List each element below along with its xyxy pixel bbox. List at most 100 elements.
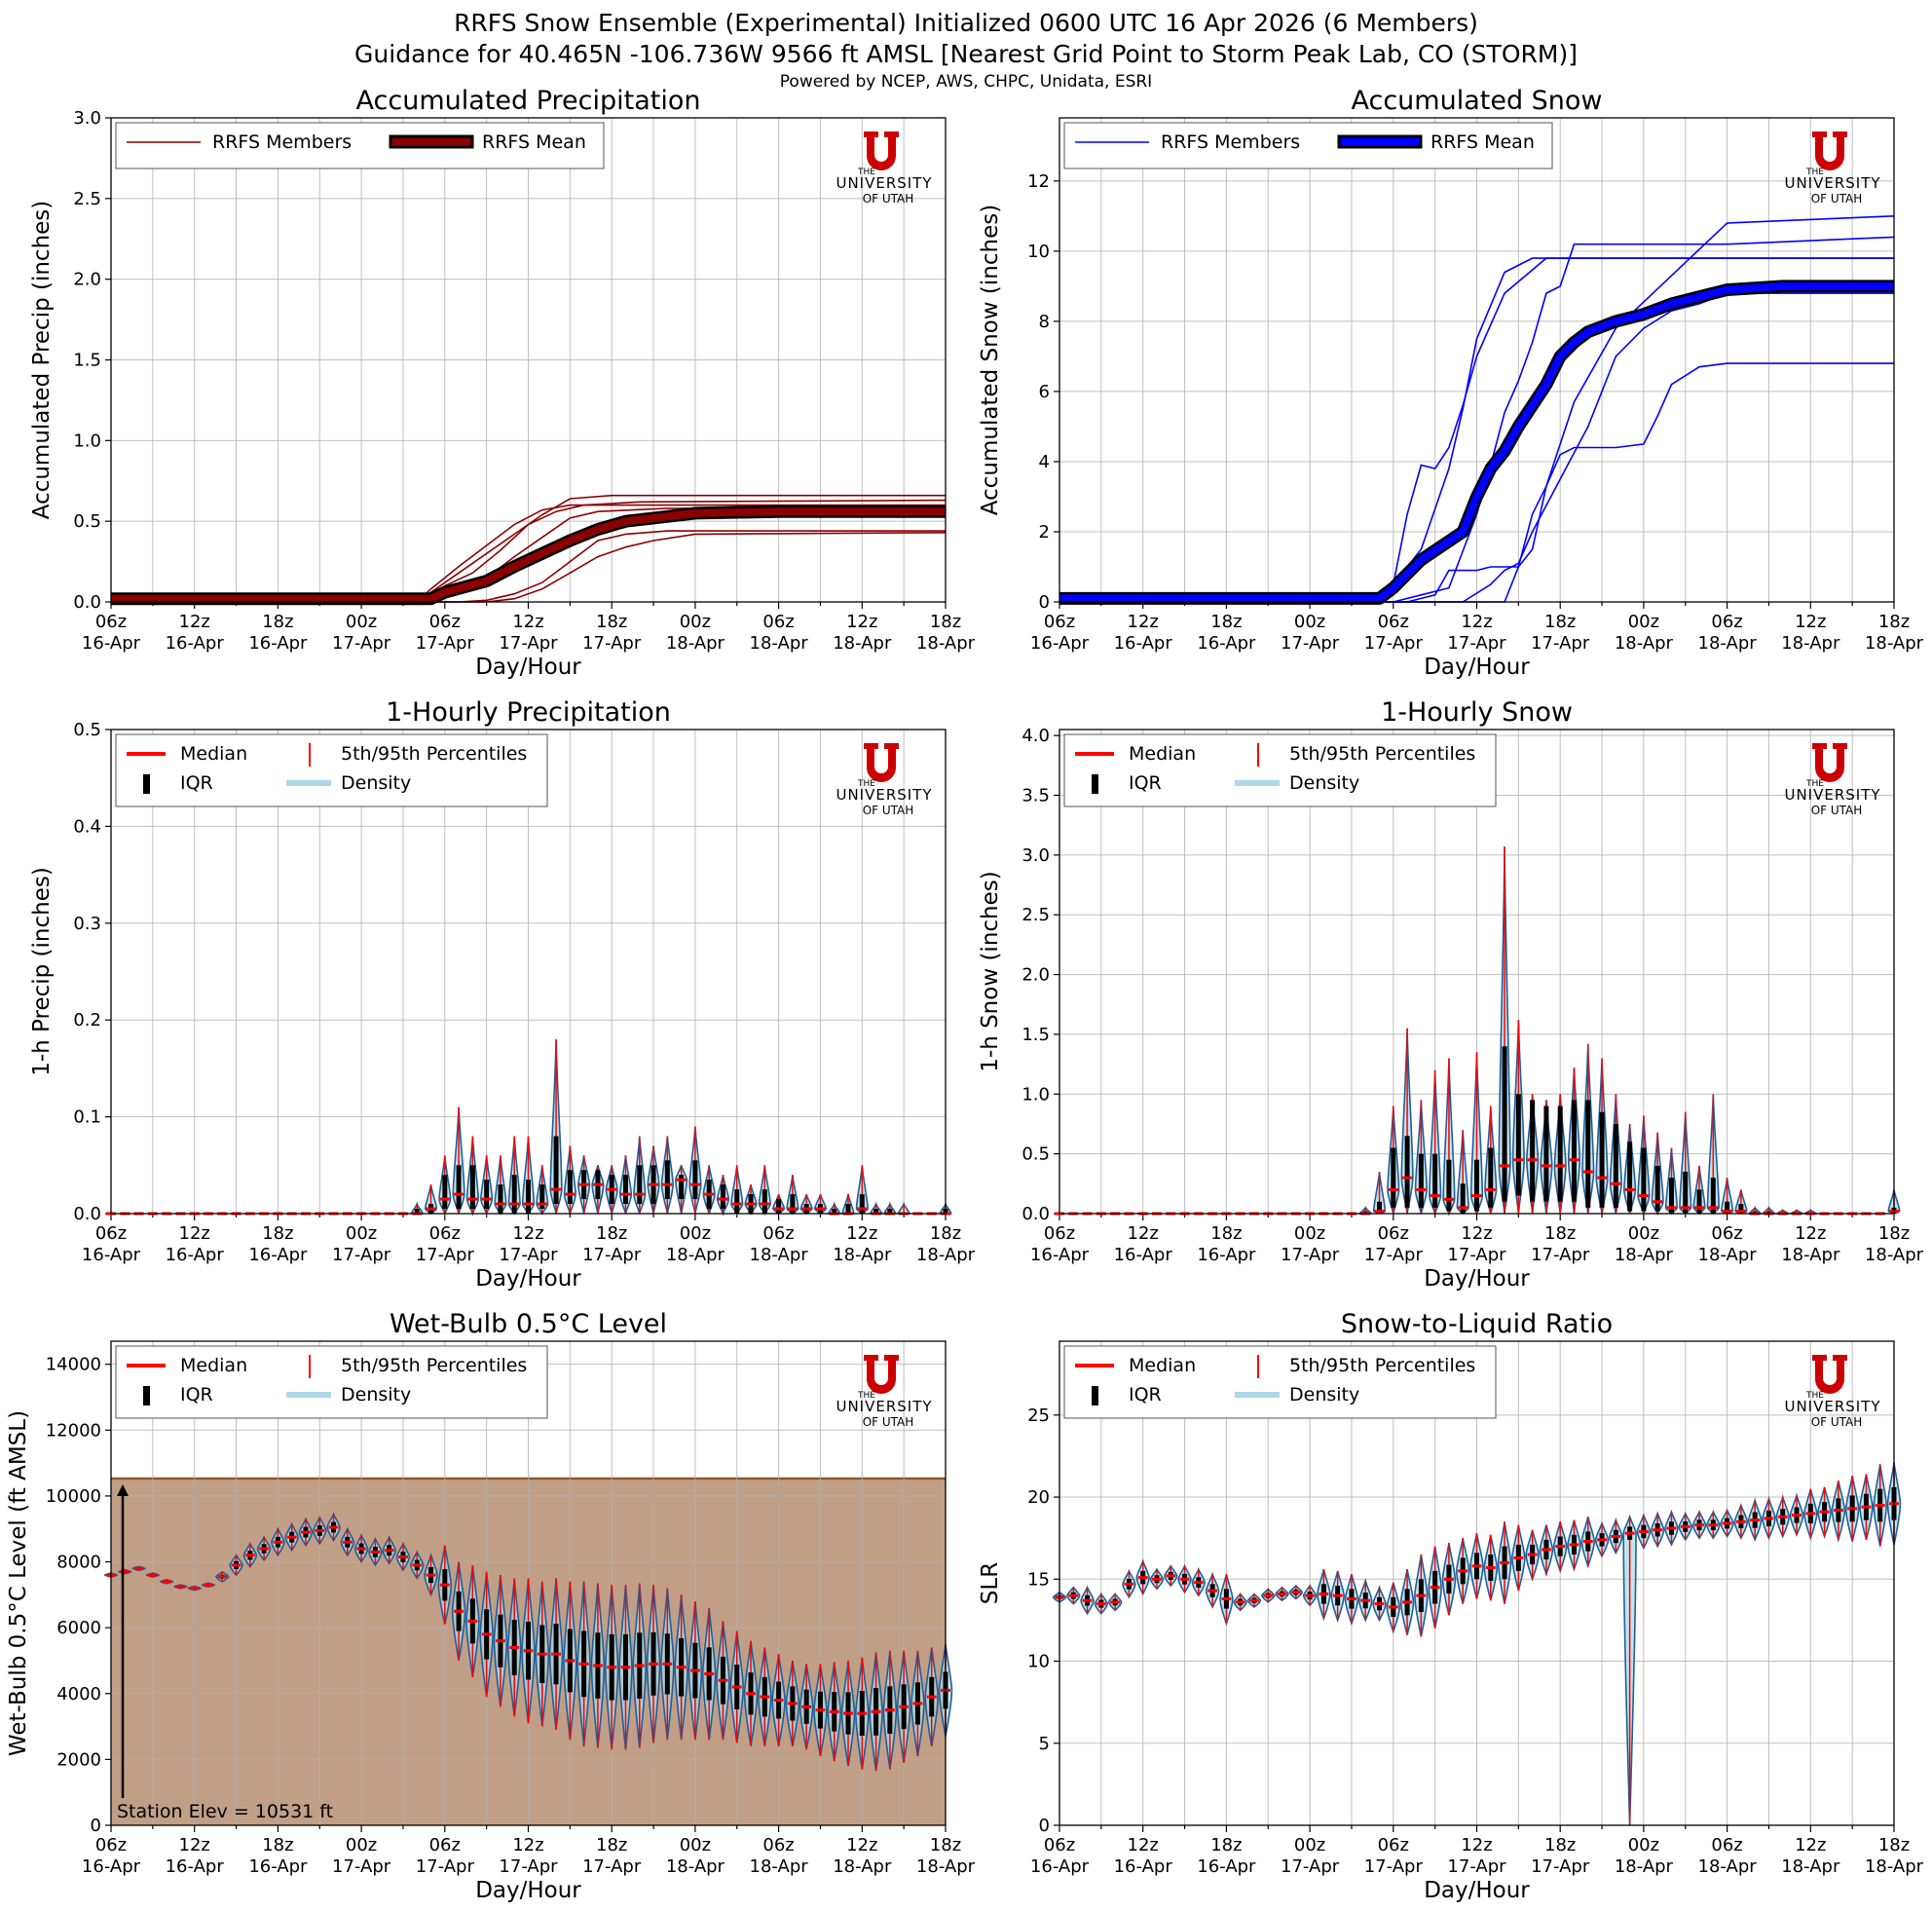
violin — [1107, 1592, 1123, 1612]
x-tick-label-hour: 12z — [1795, 1223, 1826, 1244]
x-tick-label-hour: 12z — [846, 1835, 877, 1855]
member-line — [111, 530, 946, 603]
x-tick-label-date: 18-Apr — [1781, 1856, 1840, 1877]
violin — [1567, 1519, 1581, 1572]
y-tick-label: 2000 — [56, 1749, 101, 1770]
x-tick-label-hour: 18z — [1878, 1835, 1910, 1855]
panel-1-hourly-snow: 0.00.51.01.52.02.53.03.54.006z16-Apr12z1… — [978, 697, 1924, 1292]
arrow-head-icon — [117, 1483, 129, 1496]
figure-title-line1: RRFS Snow Ensemble (Experimental) Initia… — [454, 9, 1478, 37]
logo-the: THE — [1805, 168, 1824, 177]
x-tick-label-date: 17-Apr — [1447, 1245, 1506, 1265]
violin — [1664, 1509, 1679, 1547]
logo-of-utah: OF UTAH — [863, 804, 914, 817]
y-tick-label: 0.5 — [1022, 1144, 1050, 1165]
panel-title: Accumulated Snow — [1351, 86, 1602, 116]
x-tick-label-hour: 06z — [429, 1223, 461, 1244]
x-tick-label-hour: 06z — [1711, 612, 1742, 632]
panel-1-hourly-precipitation: 0.00.10.20.30.40.506z16-Apr12z16-Apr18z1… — [29, 697, 976, 1292]
x-tick-label-date: 18-Apr — [1781, 633, 1840, 654]
x-tick-label-hour: 18z — [596, 612, 627, 632]
violin — [1678, 1511, 1692, 1542]
x-tick-label-date: 18-Apr — [1615, 1856, 1674, 1877]
y-tick-label: 1.0 — [73, 431, 101, 451]
x-tick-label-hour: 18z — [596, 1223, 627, 1244]
x-tick-label-hour: 06z — [1711, 1835, 1742, 1855]
x-tick-label-date: 18-Apr — [1865, 1245, 1924, 1265]
legend-members-label: RRFS Members — [212, 131, 352, 153]
y-axis-label: Accumulated Precip (inches) — [29, 201, 55, 520]
plot-frame — [1059, 117, 1895, 603]
logo-of-utah: OF UTAH — [1811, 804, 1863, 817]
violin — [786, 1175, 799, 1216]
x-tick-label-hour: 06z — [1044, 612, 1075, 632]
figure-powered-by: Powered by NCEP, AWS, CHPC, Unidata, ESR… — [780, 72, 1152, 92]
x-tick-label-date: 17-Apr — [416, 633, 475, 654]
violin — [1609, 1094, 1622, 1215]
legend: Median 5th/95th Percentiles IQR Density — [1063, 733, 1497, 807]
violin — [1330, 1570, 1345, 1624]
logo-of-utah: OF UTAH — [863, 192, 914, 206]
x-tick-label-hour: 18z — [596, 1835, 627, 1855]
x-tick-label-date: 18-Apr — [666, 1245, 725, 1265]
violin — [1219, 1574, 1234, 1627]
y-tick-label: 12000 — [46, 1420, 101, 1441]
mean-line — [111, 507, 946, 603]
logo-the: THE — [857, 168, 875, 177]
y-tick-label: 25 — [1027, 1405, 1050, 1426]
violin — [1636, 1512, 1652, 1551]
plot-frame — [110, 729, 947, 1215]
x-tick-label-hour: 18z — [262, 1223, 293, 1244]
violin — [340, 1526, 355, 1557]
x-tick-label-hour: 06z — [1044, 1835, 1075, 1855]
y-tick-label: 0.2 — [73, 1010, 101, 1030]
violin — [1859, 1474, 1874, 1541]
member-line — [1059, 292, 1894, 603]
x-tick-label-date: 16-Apr — [1030, 633, 1090, 654]
violin — [563, 1581, 577, 1741]
logo-university: UNIVERSITY — [1784, 174, 1880, 192]
x-tick-label-hour: 06z — [95, 612, 127, 632]
x-tick-label-date: 18-Apr — [666, 1856, 725, 1877]
x-tick-label-hour: 06z — [1044, 1223, 1075, 1244]
violin — [1442, 1058, 1456, 1217]
x-tick-label-hour: 18z — [1544, 1223, 1576, 1244]
violin — [1358, 1577, 1373, 1623]
violin — [215, 1570, 230, 1583]
x-tick-label-date: 16-Apr — [1197, 1245, 1256, 1265]
legend-median-label: Median — [180, 1355, 247, 1376]
violin — [1233, 1592, 1247, 1612]
legend-median-label: Median — [180, 743, 247, 765]
x-tick-label-date: 16-Apr — [82, 1856, 141, 1877]
violin — [1317, 1569, 1331, 1622]
y-tick-label: 4000 — [56, 1684, 101, 1705]
y-tick-label: 8 — [1039, 312, 1050, 332]
violin — [410, 1550, 425, 1580]
y-tick-label: 6000 — [56, 1618, 101, 1638]
legend-iqr-swatch — [143, 1386, 150, 1405]
violin — [604, 1585, 619, 1750]
x-tick-label-hour: 00z — [1294, 1223, 1325, 1244]
utah-u-icon — [1812, 743, 1847, 782]
x-axis-label: Day/Hour — [475, 1878, 581, 1903]
violin — [242, 1541, 258, 1569]
violin — [424, 1552, 438, 1597]
x-tick-label-date: 16-Apr — [166, 1856, 225, 1877]
x-tick-label-date: 18-Apr — [833, 633, 892, 654]
x-tick-label-hour: 18z — [930, 612, 961, 632]
violin — [1344, 1574, 1359, 1627]
violin — [1747, 1497, 1763, 1543]
y-tick-label: 6 — [1039, 382, 1050, 402]
y-tick-label: 4 — [1039, 452, 1050, 472]
x-tick-label-hour: 18z — [930, 1835, 961, 1855]
violin — [1261, 1588, 1276, 1603]
y-tick-label: 0.3 — [73, 914, 101, 934]
violin — [465, 1564, 480, 1677]
violin — [869, 1652, 883, 1772]
violin — [1149, 1567, 1165, 1591]
x-tick-label-date: 16-Apr — [1197, 633, 1256, 654]
x-tick-label-date: 18-Apr — [1615, 1245, 1674, 1265]
panels: 0.00.51.01.52.02.53.006z16-Apr12z16-Apr1… — [6, 86, 1924, 1903]
